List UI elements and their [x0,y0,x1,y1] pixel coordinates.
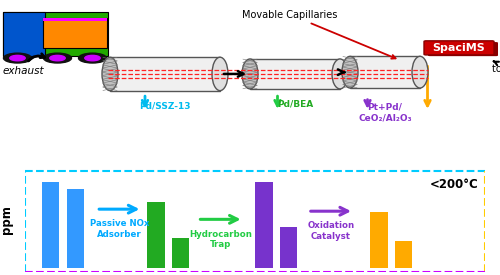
Bar [42,18,108,48]
Circle shape [85,55,100,61]
Bar [172,238,189,268]
Text: Pd/SSZ-13: Pd/SSZ-13 [139,101,191,110]
FancyBboxPatch shape [428,42,498,56]
FancyBboxPatch shape [424,41,494,55]
Text: Passive NOx
Adsorber: Passive NOx Adsorber [90,219,149,239]
Text: Oxidation
Catalyst: Oxidation Catalyst [308,221,354,241]
Text: SpaciMS: SpaciMS [432,43,486,53]
Text: Movable Capillaries: Movable Capillaries [242,10,396,59]
Circle shape [78,53,106,63]
Text: exhaust: exhaust [2,54,44,76]
Bar [280,227,297,268]
Bar [2,12,45,56]
Bar [250,59,340,89]
Text: Hydrocarbon
Trap: Hydrocarbon Trap [189,230,252,249]
Circle shape [44,53,72,63]
Bar [148,202,165,268]
Ellipse shape [212,57,228,91]
Text: <200°C: <200°C [430,178,478,191]
Ellipse shape [102,57,118,91]
Ellipse shape [342,56,358,88]
Text: ppm: ppm [0,205,13,234]
Circle shape [50,55,65,61]
Bar [110,57,220,91]
Text: Pt+Pd/
CeO₂/Al₂O₃: Pt+Pd/ CeO₂/Al₂O₃ [358,103,412,122]
Text: Pd/BEA: Pd/BEA [277,100,313,108]
Bar [42,18,108,21]
Bar [370,212,388,268]
Bar [67,189,84,268]
Bar [42,182,59,268]
Circle shape [10,55,25,61]
Ellipse shape [242,59,258,89]
Bar [256,182,273,268]
Bar [395,241,412,268]
Ellipse shape [332,59,348,89]
Bar [350,56,420,88]
Text: to FTIR: to FTIR [492,61,500,74]
Circle shape [4,53,32,63]
Bar [2,12,108,56]
Ellipse shape [412,56,428,88]
